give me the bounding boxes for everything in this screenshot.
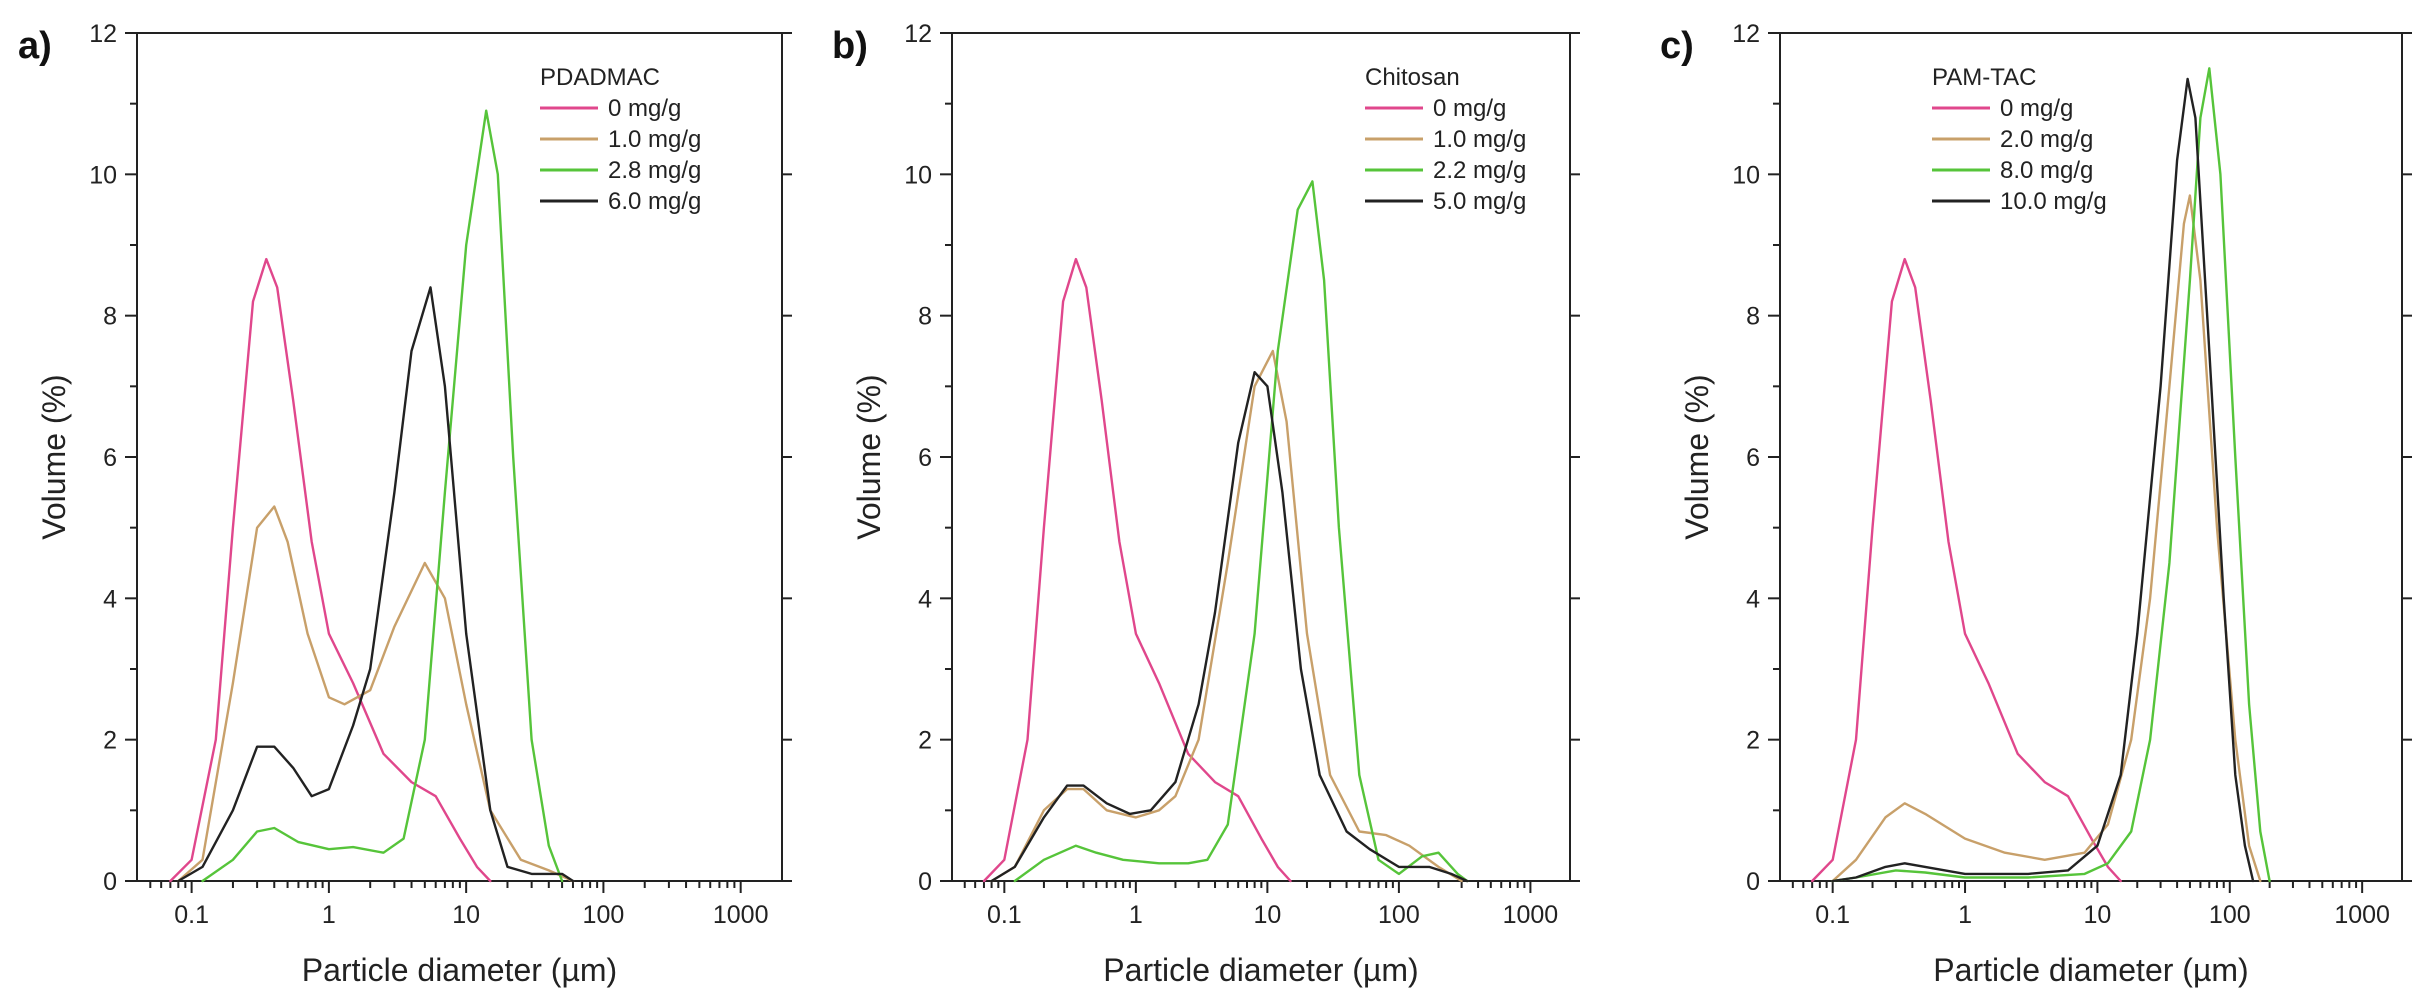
legend-label: 6.0 mg/g — [608, 188, 701, 215]
x-tick-label: 100 — [583, 901, 625, 929]
series-line-0 — [982, 257, 1292, 883]
legend-label: 0 mg/g — [2000, 95, 2073, 122]
panel-label: a) — [18, 25, 52, 67]
y-tick-label: 4 — [918, 585, 932, 613]
panel-a: 0.1 1 10 100 1000 0 2 4 6 8 10 12 Particle diameter … — [18, 20, 792, 988]
y-axis-title: Volume (%) — [36, 374, 72, 539]
y-tick-label: 6 — [103, 444, 117, 472]
legend-label: 5.0 mg/g — [1433, 188, 1526, 215]
series-line-1 — [990, 349, 1463, 883]
legend-label: 1.0 mg/g — [1433, 126, 1526, 153]
y-tick-label: 2 — [1746, 727, 1760, 755]
series-line-1 — [1831, 194, 2262, 883]
legend-label: 8.0 mg/g — [2000, 157, 2093, 184]
panel-label: c) — [1660, 25, 1694, 67]
x-tick-label: 0.1 — [174, 901, 209, 929]
x-tick-label: 100 — [1378, 901, 1420, 929]
legend-label: 2.2 mg/g — [1433, 157, 1526, 184]
series-line-2 — [1013, 180, 1469, 883]
series-line-3 — [177, 286, 575, 883]
y-tick-label: 6 — [1746, 444, 1760, 472]
x-tick-label: 10 — [452, 901, 480, 929]
legend-title: Chitosan — [1365, 64, 1460, 91]
series-line-2 — [201, 109, 564, 883]
x-tick-label: 10 — [1253, 901, 1281, 929]
legend-label: 0 mg/g — [608, 95, 681, 122]
y-tick-label: 10 — [904, 161, 932, 189]
legend-title: PDADMAC — [540, 64, 660, 91]
y-tick-label: 0 — [1746, 868, 1760, 896]
x-tick-label: 0.1 — [987, 901, 1022, 929]
x-tick-label: 1 — [1958, 901, 1972, 929]
x-tick-label: 1 — [1129, 901, 1143, 929]
y-tick-label: 4 — [103, 585, 117, 613]
y-tick-label: 12 — [904, 20, 932, 48]
series-line-3 — [990, 371, 1469, 883]
x-tick-label: 1000 — [713, 901, 769, 929]
y-tick-label: 2 — [918, 727, 932, 755]
y-axis-title: Volume (%) — [851, 374, 887, 539]
series-line-0 — [169, 257, 492, 883]
y-tick-label: 10 — [1732, 161, 1760, 189]
y-tick-label: 2 — [103, 727, 117, 755]
y-tick-label: 8 — [103, 303, 117, 331]
series-line-1 — [177, 505, 575, 883]
x-tick-label: 10 — [2084, 901, 2112, 929]
legend-title: PAM-TAC — [1932, 64, 2036, 91]
x-tick-label: 1000 — [2334, 901, 2390, 929]
series-line-0 — [1811, 257, 2122, 883]
y-tick-label: 12 — [89, 20, 117, 48]
y-tick-label: 8 — [918, 303, 932, 331]
legend-label: 2.8 mg/g — [608, 157, 701, 184]
x-axis-title: Particle diameter (µm) — [302, 952, 617, 988]
x-tick-label: 0.1 — [1815, 901, 1850, 929]
y-tick-label: 0 — [918, 868, 932, 896]
panel-b: 0.1 1 10 100 1000 0 2 4 6 8 10 12 Particle diameter … — [832, 20, 1580, 988]
x-tick-label: 100 — [2209, 901, 2251, 929]
x-axis-title: Particle diameter (µm) — [1933, 952, 2248, 988]
y-tick-label: 10 — [89, 161, 117, 189]
y-tick-label: 4 — [1746, 585, 1760, 613]
x-axis-title: Particle diameter (µm) — [1103, 952, 1418, 988]
y-tick-label: 6 — [918, 444, 932, 472]
legend-label: 1.0 mg/g — [608, 126, 701, 153]
x-tick-label: 1000 — [1503, 901, 1559, 929]
legend-label: 10.0 mg/g — [2000, 188, 2107, 215]
x-tick-label: 1 — [322, 901, 336, 929]
y-axis-title: Volume (%) — [1679, 374, 1715, 539]
panel-c: 0.1 1 10 100 1000 0 2 4 6 8 10 12 Particle diameter … — [1660, 20, 2412, 988]
legend-label: 2.0 mg/g — [2000, 126, 2093, 153]
y-tick-label: 8 — [1746, 303, 1760, 331]
y-tick-label: 12 — [1732, 20, 1760, 48]
panel-label: b) — [832, 25, 868, 67]
series-line-2 — [1831, 67, 2271, 883]
series-line-3 — [1831, 77, 2255, 883]
legend-label: 0 mg/g — [1433, 95, 1506, 122]
y-tick-label: 0 — [103, 868, 117, 896]
